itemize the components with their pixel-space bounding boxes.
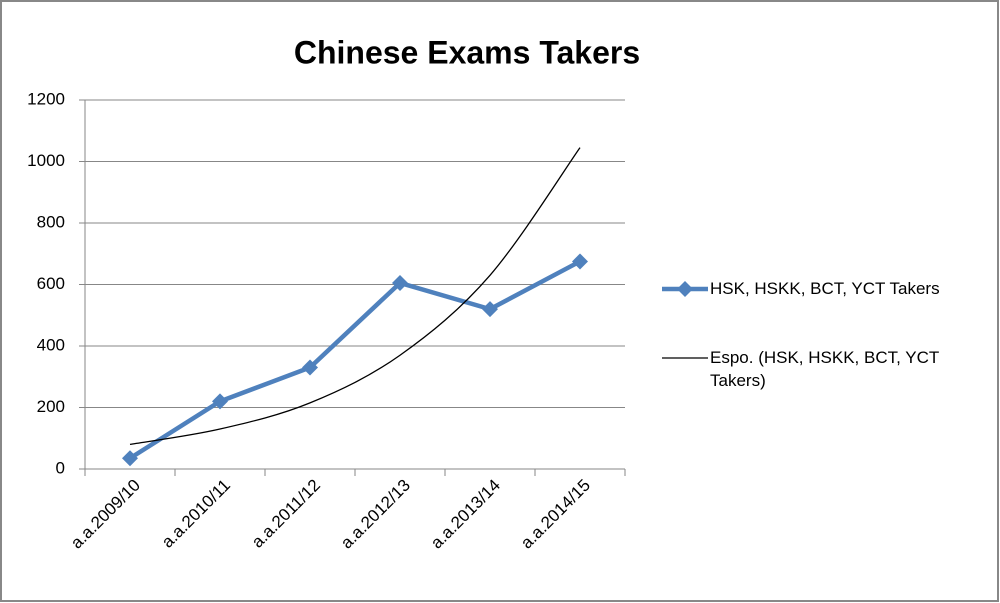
data-point — [482, 301, 498, 318]
legend-swatch — [662, 357, 708, 359]
data-point — [122, 450, 138, 467]
series-line — [129, 147, 581, 446]
legend-entry: HSK, HSKK, BCT, YCT Takers — [660, 277, 980, 300]
data-point — [572, 253, 588, 270]
y-tick-label: 600 — [37, 274, 65, 293]
data-point — [212, 393, 228, 410]
series-line — [128, 259, 582, 461]
y-tick-label: 800 — [37, 212, 65, 231]
legend-marker — [677, 281, 693, 297]
y-tick-label: 1000 — [27, 151, 65, 170]
y-tick-label: 200 — [37, 397, 65, 416]
chart-title: Chinese Exams Takers — [294, 34, 640, 70]
data-point — [302, 359, 318, 376]
legend-entry: Espo. (HSK, HSKK, BCT, YCT Takers) — [660, 346, 980, 392]
legend-label: HSK, HSKK, BCT, YCT Takers — [710, 279, 940, 298]
data-point — [392, 274, 408, 291]
y-tick-label: 400 — [37, 335, 65, 354]
y-tick-label: 1200 — [27, 89, 65, 108]
legend-label: Espo. (HSK, HSKK, BCT, YCT Takers) — [710, 348, 939, 390]
y-tick-label: 0 — [56, 458, 65, 477]
legend-swatch — [662, 281, 708, 297]
